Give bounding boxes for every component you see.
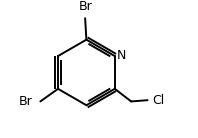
Text: N: N — [117, 49, 126, 62]
Text: Br: Br — [78, 0, 92, 13]
Text: Br: Br — [19, 95, 33, 108]
Text: Cl: Cl — [153, 94, 165, 107]
